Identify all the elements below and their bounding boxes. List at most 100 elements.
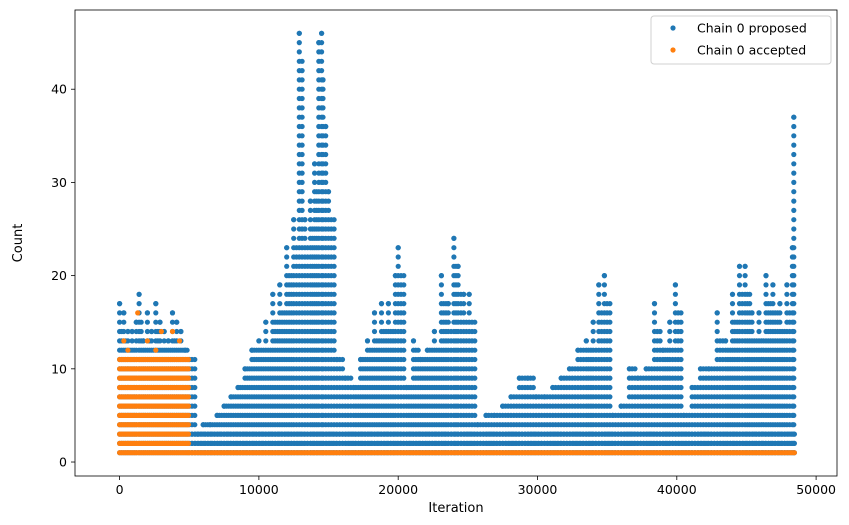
point-proposed (672, 282, 679, 288)
point-proposed (339, 356, 346, 363)
point-proposed (117, 301, 123, 307)
point-proposed (319, 58, 325, 64)
point-proposed (607, 310, 613, 316)
point-proposed (791, 282, 797, 288)
point-proposed (323, 133, 329, 139)
point-proposed (299, 142, 305, 148)
point-proposed (323, 142, 329, 148)
point-proposed (342, 375, 348, 381)
point-proposed (299, 151, 305, 158)
point-proposed (431, 328, 437, 335)
point-proposed (299, 95, 305, 102)
point-proposed (791, 375, 797, 381)
point-proposed (401, 301, 407, 307)
point-proposed (319, 49, 325, 55)
point-proposed (607, 403, 613, 409)
point-proposed (312, 161, 318, 167)
point-proposed (678, 328, 684, 335)
point-proposed (320, 86, 326, 92)
point-proposed (590, 319, 596, 325)
point-proposed (174, 328, 180, 335)
point-proposed (438, 291, 444, 297)
point-proposed (323, 151, 329, 158)
point-proposed (331, 338, 337, 344)
point-proposed (791, 179, 797, 185)
point-proposed (395, 254, 401, 260)
point-proposed (401, 291, 407, 297)
point-proposed (763, 273, 769, 279)
point-proposed (277, 301, 283, 307)
point-proposed (299, 161, 305, 167)
point-proposed (607, 338, 613, 344)
point-proposed (791, 291, 797, 297)
point-proposed (747, 291, 753, 297)
point-proposed (533, 394, 539, 400)
point-proposed (401, 347, 407, 353)
point-proposed (378, 319, 385, 325)
point-proposed (182, 347, 188, 353)
point-proposed (299, 114, 305, 120)
point-proposed (302, 235, 308, 241)
point-proposed (385, 310, 391, 316)
point-proposed (136, 291, 142, 297)
point-proposed (291, 226, 297, 232)
point-proposed (607, 356, 613, 363)
point-proposed (401, 328, 407, 335)
point-proposed (323, 161, 329, 167)
point-proposed (791, 394, 797, 400)
point-proposed (643, 366, 649, 372)
point-proposed (672, 301, 679, 307)
point-proposed (678, 366, 684, 372)
point-proposed (566, 366, 573, 372)
point-proposed (618, 403, 624, 409)
point-proposed (791, 133, 797, 139)
point-proposed (438, 282, 444, 288)
point-proposed (299, 68, 305, 74)
point-proposed (307, 198, 313, 204)
point-proposed (144, 328, 150, 335)
point-proposed (228, 394, 234, 400)
point-proposed (153, 310, 159, 316)
point-proposed (749, 328, 755, 335)
point-proposed (334, 356, 340, 363)
point-proposed (461, 310, 467, 316)
point-proposed (583, 338, 589, 344)
point-proposed (657, 328, 663, 335)
point-proposed (385, 319, 391, 325)
point-accepted (185, 412, 192, 418)
point-proposed (689, 384, 695, 391)
point-proposed (610, 412, 616, 418)
point-proposed (117, 310, 123, 316)
point-proposed (729, 310, 736, 316)
point-proposed (200, 422, 206, 428)
point-proposed (277, 291, 283, 297)
point-proposed (277, 282, 283, 288)
point-proposed (401, 310, 407, 316)
point-proposed (791, 142, 797, 148)
point-proposed (763, 291, 769, 297)
point-proposed (325, 189, 332, 195)
point-proposed (678, 384, 684, 391)
point-proposed (121, 310, 127, 316)
point-proposed (461, 291, 467, 297)
point-proposed (207, 422, 213, 428)
point-proposed (472, 328, 478, 335)
point-proposed (117, 319, 123, 325)
point-proposed (558, 375, 564, 381)
point-proposed (678, 375, 684, 381)
point-proposed (270, 291, 276, 297)
point-proposed (129, 338, 135, 344)
point-proposed (697, 366, 704, 372)
point-proposed (320, 114, 326, 120)
point-proposed (192, 422, 198, 428)
point-proposed (299, 58, 305, 64)
point-proposed (395, 263, 401, 269)
point-proposed (149, 338, 155, 344)
point-proposed (299, 179, 305, 185)
point-proposed (791, 170, 797, 176)
point-proposed (165, 338, 171, 344)
point-proposed (736, 263, 743, 269)
point-proposed (263, 338, 269, 344)
point-proposed (756, 310, 762, 316)
point-proposed (590, 338, 596, 344)
